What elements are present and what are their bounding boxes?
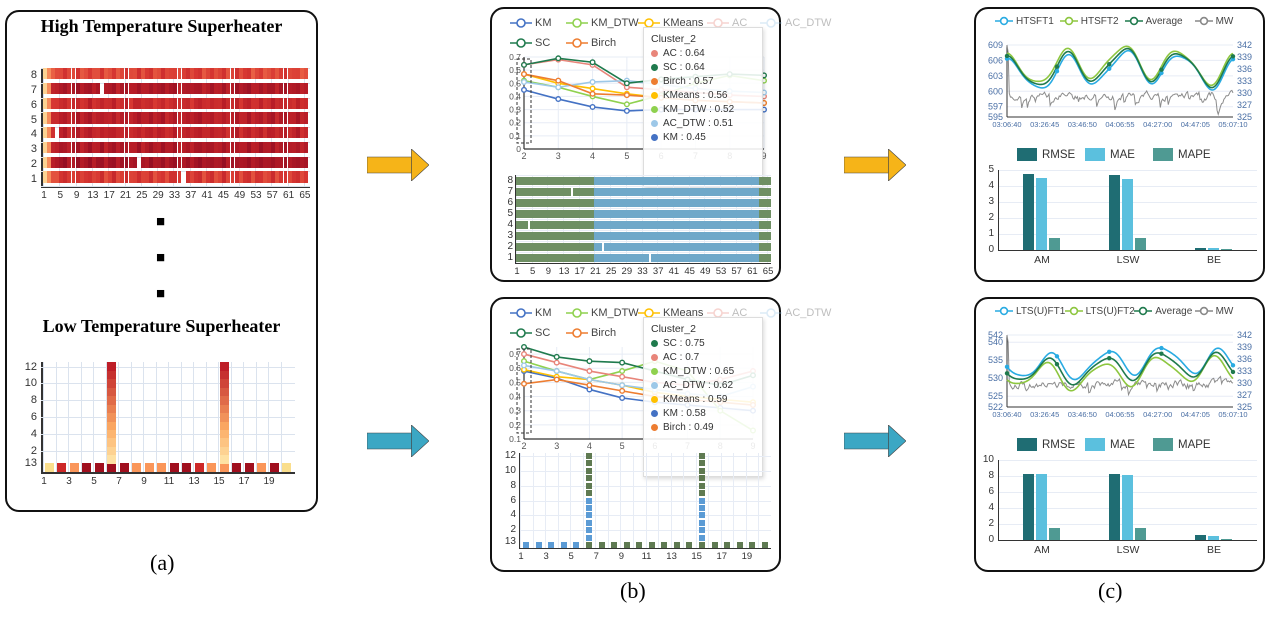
svg-text:03:26:45: 03:26:45 [1030,120,1059,129]
svg-text:327: 327 [1237,390,1252,400]
svg-text:336: 336 [1237,64,1252,74]
svg-text:04:27:00: 04:27:00 [1143,120,1172,129]
svg-text:600: 600 [988,86,1003,96]
svg-text:5: 5 [620,441,625,451]
svg-text:03:06:40: 03:06:40 [992,120,1021,129]
svg-text:4: 4 [590,151,595,161]
svg-text:03:46:50: 03:46:50 [1068,410,1097,419]
svg-text:0.2: 0.2 [509,118,521,128]
svg-text:05:07:10: 05:07:10 [1218,410,1247,419]
svg-text:609: 609 [988,40,1003,50]
svg-text:542: 542 [988,330,1003,340]
svg-text:04:27:00: 04:27:00 [1143,410,1172,419]
svg-text:0.3: 0.3 [509,406,521,416]
svg-text:2: 2 [521,441,526,451]
svg-text:339: 339 [1237,342,1252,352]
svg-text:333: 333 [1237,366,1252,376]
svg-text:0.5: 0.5 [509,78,521,88]
svg-text:0.4: 0.4 [509,392,521,402]
svg-text:525: 525 [988,391,1003,401]
svg-text:3: 3 [554,441,559,451]
svg-text:0.2: 0.2 [509,420,521,430]
svg-text:597: 597 [988,102,1003,112]
svg-text:333: 333 [1237,76,1252,86]
svg-text:04:47:05: 04:47:05 [1181,120,1210,129]
svg-text:0.7: 0.7 [509,52,521,62]
svg-text:342: 342 [1237,330,1252,340]
svg-text:342: 342 [1237,40,1252,50]
svg-text:3: 3 [556,151,561,161]
svg-text:603: 603 [988,71,1003,81]
svg-text:535: 535 [988,355,1003,365]
svg-text:04:47:05: 04:47:05 [1181,410,1210,419]
svg-text:2: 2 [521,151,526,161]
svg-text:330: 330 [1237,88,1252,98]
svg-text:0.5: 0.5 [509,377,521,387]
svg-text:0.1: 0.1 [509,131,521,141]
svg-text:606: 606 [988,55,1003,65]
svg-text:330: 330 [1237,378,1252,388]
svg-text:530: 530 [988,373,1003,383]
svg-text:04:06:55: 04:06:55 [1105,410,1134,419]
svg-text:0.6: 0.6 [509,65,521,75]
svg-text:327: 327 [1237,100,1252,110]
svg-text:0.4: 0.4 [509,91,521,101]
svg-text:5: 5 [624,151,629,161]
svg-text:0.1: 0.1 [509,434,521,444]
svg-text:0.3: 0.3 [509,105,521,115]
svg-text:03:26:45: 03:26:45 [1030,410,1059,419]
svg-text:0.6: 0.6 [509,363,521,373]
svg-text:04:06:55: 04:06:55 [1105,120,1134,129]
svg-text:05:07:10: 05:07:10 [1218,120,1247,129]
svg-text:0.7: 0.7 [509,349,521,359]
svg-text:336: 336 [1237,354,1252,364]
svg-text:4: 4 [587,441,592,451]
svg-text:03:46:50: 03:46:50 [1068,120,1097,129]
svg-text:03:06:40: 03:06:40 [992,410,1021,419]
svg-text:339: 339 [1237,52,1252,62]
